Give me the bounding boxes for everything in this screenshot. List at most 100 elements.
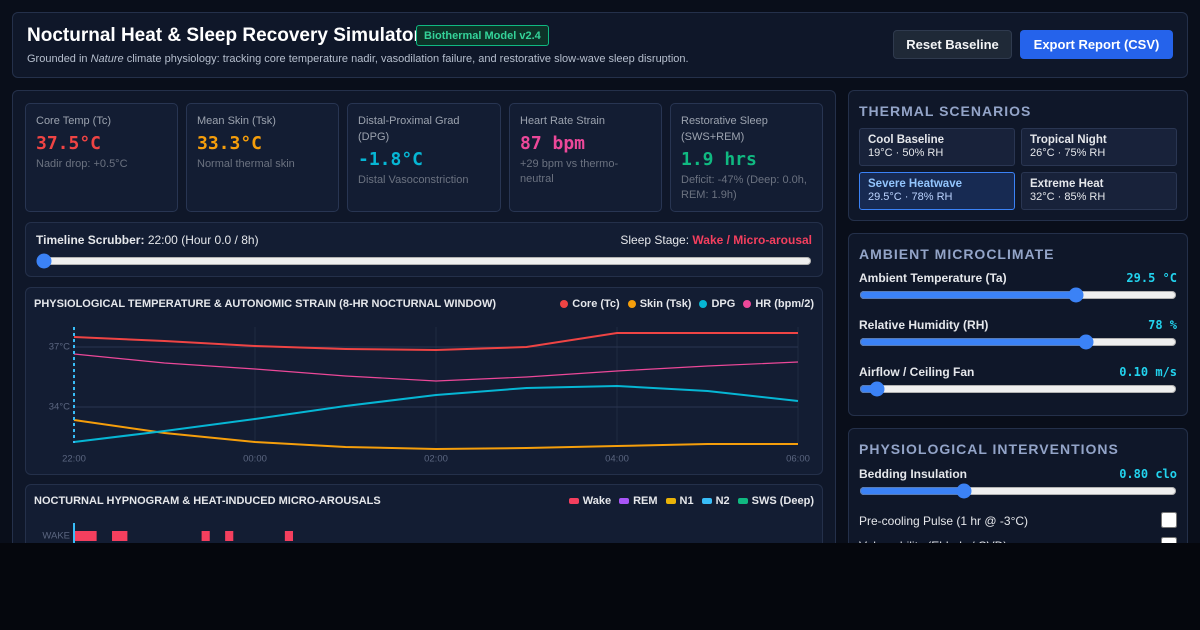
line-series (73, 353, 799, 382)
slider[interactable] (859, 381, 1177, 397)
ambient-title: AMBIENT MICROCLIMATE (859, 246, 1055, 262)
legend-swatch (560, 300, 569, 308)
legend-item: Skin (Tsk) (627, 298, 692, 310)
legend-label: SWS (Deep) (751, 495, 814, 507)
wake-block (225, 531, 234, 541)
legend-swatch (743, 300, 752, 308)
legend-label: REM (633, 495, 658, 507)
scenario-button[interactable]: Tropical Night 26°C · 75% RH (1021, 128, 1177, 166)
checkbox[interactable] (1161, 537, 1177, 543)
scenario-detail: 19°C · 50% RH (868, 147, 944, 159)
legend-label: HR (bpm/2) (755, 298, 814, 310)
scenario-detail: 29.5°C · 78% RH (868, 191, 953, 203)
slider-row: Bedding Insulation 0.80 clo (859, 467, 1177, 501)
scrubber-label: Timeline Scrubber: (36, 233, 145, 247)
row-label: WAKE (42, 531, 70, 542)
metric-card: Mean Skin (Tsk) 33.3°C Normal thermal skin (186, 103, 339, 212)
slider-label: Airflow / Ceiling Fan (859, 365, 975, 379)
slider-value: 78 % (1148, 318, 1177, 332)
legend-item: HR (bpm/2) (743, 298, 814, 310)
metric-card: Heart Rate Strain 87 bpm +29 bpm vs thermo… (509, 103, 662, 212)
hypnogram-legend: Wake REM N1 N2 SWS (Deep) (568, 495, 814, 507)
chart-title: PHYSIOLOGICAL TEMPERATURE & AUTONOMIC ST… (34, 298, 496, 310)
toggle-row: Vulnerability (Elderly / CVD) (859, 537, 1177, 543)
export-button[interactable]: Export Report (CSV) (1020, 30, 1173, 59)
metric-note: Normal thermal skin (197, 158, 295, 170)
x-tick-label: 04:00 (605, 454, 629, 465)
slider[interactable] (859, 287, 1177, 303)
scenario-name: Extreme Heat (1030, 178, 1104, 190)
legend-swatch (701, 498, 712, 504)
scenario-name: Cool Baseline (868, 134, 945, 146)
metric-value: 1.9 hrs (681, 149, 757, 170)
metric-value: -1.8°C (358, 149, 424, 170)
metric-label: Core Temp (Tc) (36, 115, 111, 127)
metric-value: 87 bpm (520, 133, 586, 154)
metric-value: 37.5°C (36, 133, 102, 154)
x-tick-label: 00:00 (243, 454, 267, 465)
slider-row: Ambient Temperature (Ta) 29.5 °C (859, 271, 1177, 305)
scenario-button[interactable]: Extreme Heat 32°C · 85% RH (1021, 172, 1177, 210)
scenario-detail: 32°C · 85% RH (1030, 191, 1106, 203)
x-tick-label: 06:00 (786, 454, 810, 465)
stage-label: Sleep Stage: (620, 233, 690, 247)
legend-item: N1 (665, 495, 694, 507)
slider[interactable] (859, 483, 1177, 499)
scenario-button[interactable]: Severe Heatwave 29.5°C · 78% RH (859, 172, 1015, 210)
header: Nocturnal Heat & Sleep Recovery Simulato… (12, 12, 1188, 78)
slider[interactable] (859, 334, 1177, 350)
legend-item: REM (619, 495, 658, 507)
legend-label: DPG (711, 298, 736, 310)
slider-label: Relative Humidity (RH) (859, 318, 989, 332)
wake-block (284, 531, 294, 541)
wake-block (74, 531, 97, 541)
app: Nocturnal Heat & Sleep Recovery Simulato… (0, 0, 1200, 543)
metric-label: Mean Skin (Tsk) (197, 115, 276, 127)
scenario-button[interactable]: Cool Baseline 19°C · 50% RH (859, 128, 1015, 166)
line-series (73, 332, 798, 352)
y-tick-label: 37°C (49, 342, 70, 353)
title: Nocturnal Heat & Sleep Recovery Simulato… (27, 25, 421, 46)
slider-label: Bedding Insulation (859, 467, 967, 481)
stage-text: Sleep Stage: Wake / Micro-arousal (620, 233, 812, 247)
hypnogram: WAKE (42, 523, 294, 543)
line-series (73, 419, 798, 451)
legend-item: DPG (699, 298, 735, 310)
scenarios-title: THERMAL SCENARIOS (859, 103, 1032, 119)
legend-label: N1 (679, 495, 694, 507)
badge: Biothermal Model v2.4 (416, 25, 549, 46)
checkbox[interactable] (1161, 512, 1177, 528)
chart-panel: PHYSIOLOGICAL TEMPERATURE & AUTONOMIC ST… (25, 287, 823, 475)
subtitle-em: Nature (90, 53, 124, 65)
scrubber-slider[interactable] (36, 253, 812, 269)
slider-row: Airflow / Ceiling Fan 0.10 m/s (859, 365, 1177, 399)
reset-button[interactable]: Reset Baseline (893, 30, 1012, 59)
legend-label: Wake (582, 495, 612, 507)
subtitle-post: climate physiology: tracking core temper… (126, 53, 689, 65)
legend-item: Wake (568, 495, 612, 507)
scrubber-panel: Timeline Scrubber: 22:00 (Hour 0.0 / 8h)… (25, 222, 823, 277)
metric-note: Deficit: -47% (Deep: 0.0h, REM: 1.9h) (681, 174, 807, 201)
x-tick-label: 02:00 (424, 454, 448, 465)
slider-row: Relative Humidity (RH) 78 % (859, 318, 1177, 352)
wake-block (201, 531, 210, 541)
scrubber-text: Timeline Scrubber: 22:00 (Hour 0.0 / 8h) (36, 233, 259, 247)
hypnogram-panel: NOCTURNAL HYPNOGRAM & HEAT-INDUCED MICRO… (25, 484, 823, 543)
legend-swatch (568, 498, 579, 504)
hypnogram-title: NOCTURNAL HYPNOGRAM & HEAT-INDUCED MICRO… (34, 495, 381, 507)
metric-note: Distal Vasoconstriction (358, 174, 469, 186)
legend-label: Skin (Tsk) (639, 298, 692, 310)
legend-swatch (619, 498, 630, 504)
line-series (73, 384, 799, 443)
toggle-row: Pre-cooling Pulse (1 hr @ -3°C) (859, 512, 1177, 532)
metric-card: Core Temp (Tc) 37.5°C Nadir drop: +0.5°C (25, 103, 178, 212)
toggle-label: Pre-cooling Pulse (1 hr @ -3°C) (859, 514, 1029, 528)
metric-note: +29 bpm vs thermo-neutral (520, 158, 619, 185)
legend: Core (Tc) Skin (Tsk) DPG HR (bpm/2) (560, 298, 814, 310)
legend-swatch (665, 498, 676, 504)
metric-card: Restorative Sleep (SWS+REM) 1.9 hrs Defici… (670, 103, 823, 212)
metric-value: 33.3°C (197, 133, 263, 154)
metric-label: Distal-Proximal Grad (DPG) (358, 115, 460, 143)
x-tick-label: 22:00 (62, 454, 86, 465)
